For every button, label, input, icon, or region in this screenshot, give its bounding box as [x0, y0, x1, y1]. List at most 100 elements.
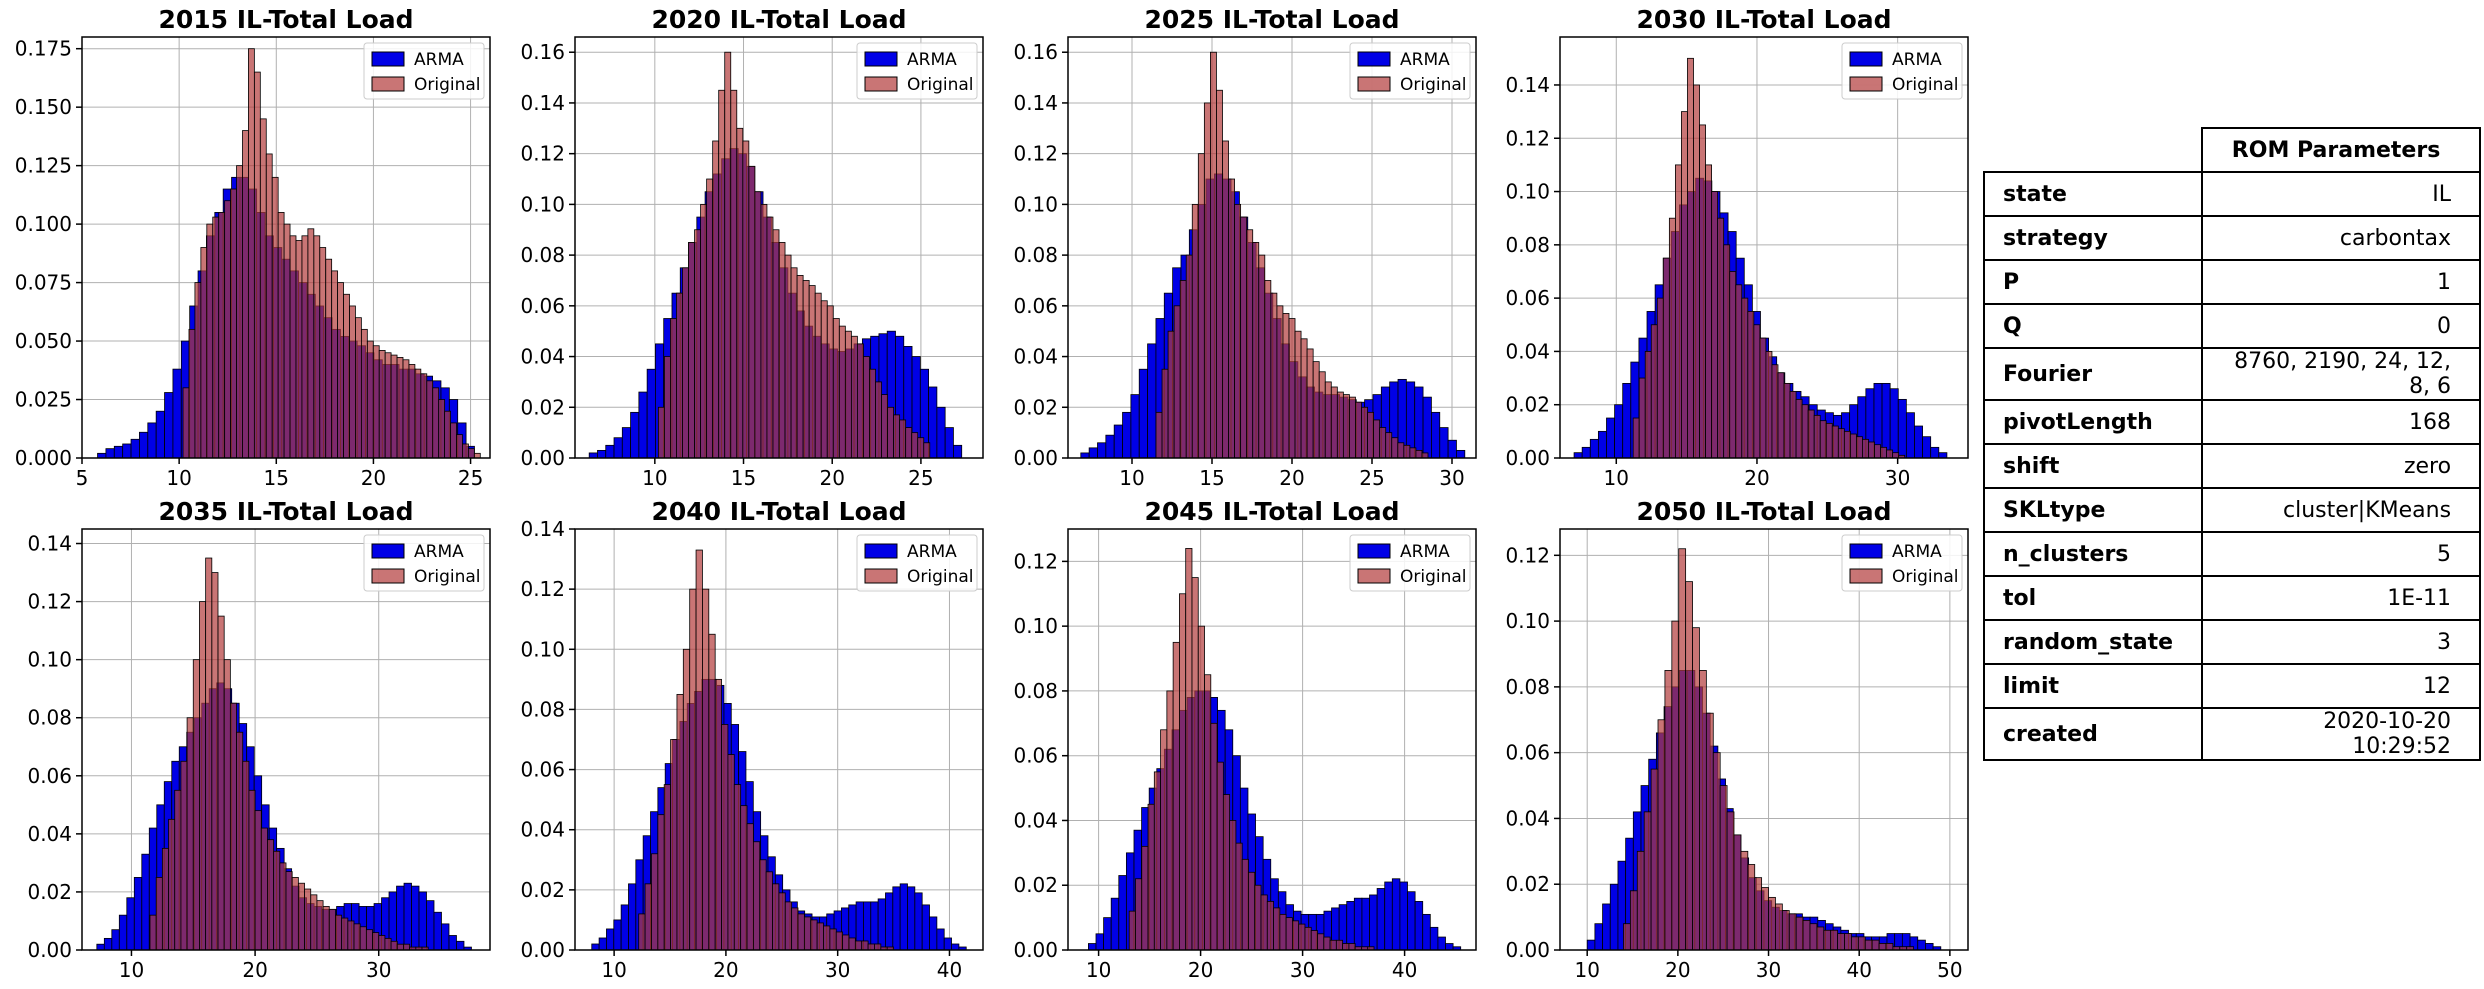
arma-bar [1422, 396, 1432, 459]
legend-label: ARMA [414, 50, 464, 70]
chart-title: 2040 IL-Total Load [651, 497, 906, 526]
original-bar [688, 242, 695, 459]
original-bar [1234, 203, 1242, 459]
param-key: strategy [1982, 215, 2204, 261]
x-tick-label: 10 [1119, 466, 1144, 490]
arma-bar [1391, 878, 1401, 951]
legend-swatch [1357, 568, 1391, 584]
original-bar [205, 557, 213, 951]
original-bar [1282, 313, 1290, 459]
arma-bar [1138, 368, 1148, 459]
original-bar [718, 89, 726, 459]
arma-bar [1088, 447, 1098, 459]
original-bar [1373, 419, 1381, 459]
table-row: pivotLength 168 [1982, 399, 2482, 445]
original-bar [1699, 124, 1706, 459]
original-bar [1681, 111, 1688, 459]
original-bar [1844, 933, 1852, 951]
y-tick-label: 0.04 [1505, 806, 1550, 830]
original-bar [844, 330, 852, 459]
x-tick-label: 10 [1086, 958, 1111, 982]
original-bar [1203, 102, 1211, 459]
original-bar [1726, 811, 1735, 951]
y-tick-label: 0.02 [1505, 393, 1550, 417]
param-value: 0 [2201, 303, 2482, 349]
original-bar [1802, 919, 1811, 951]
original-bar [1831, 425, 1839, 459]
original-bar [1421, 452, 1429, 459]
arma-bar [914, 892, 923, 951]
arma-bar [1922, 436, 1932, 459]
original-bar [248, 789, 256, 951]
original-bar [467, 448, 475, 459]
y-tick-label: 0.10 [1013, 192, 1058, 216]
original-bar [1857, 936, 1866, 951]
arma-bar [929, 916, 938, 951]
y-tick-label: 0.12 [1505, 126, 1550, 150]
original-bar [1329, 939, 1337, 951]
original-bar [313, 235, 321, 459]
original-bar [1229, 820, 1237, 951]
param-key: n_clusters [1982, 531, 2204, 577]
arma-bar [1431, 411, 1441, 459]
table-row: created 2020-10-20 10:29:52 [1982, 707, 2482, 761]
table-row: state IL [1982, 171, 2482, 217]
arma-bar [892, 886, 901, 951]
original-bar [408, 364, 416, 459]
original-bar [1729, 271, 1737, 459]
arma-bar [1938, 452, 1948, 459]
y-tick-label: 0.00 [1505, 446, 1550, 470]
arma-bar [1589, 438, 1599, 459]
arma-bar [1437, 936, 1446, 951]
original-bar [760, 203, 768, 459]
param-value: carbontax [2201, 215, 2482, 261]
table-corner [1984, 128, 2202, 172]
original-bar [644, 883, 652, 951]
original-bar [1222, 794, 1231, 951]
original-bar [638, 913, 646, 951]
original-bar [1270, 292, 1278, 459]
histogram-panel: 10 20 30 0.00 0.02 0.04 0.06 0.08 0.10 0.12 0.14 20… [27, 497, 491, 982]
original-bar [337, 282, 344, 459]
arma-bar [1889, 388, 1899, 459]
original-bar [733, 784, 742, 951]
chart-title: 2015 IL-Total Load [158, 5, 413, 34]
original-bar [1153, 771, 1161, 951]
original-bar [1235, 842, 1243, 951]
y-tick-label: 0.125 [15, 154, 72, 178]
original-bar [670, 318, 677, 459]
original-bar [1851, 936, 1859, 951]
legend-label: ARMA [1892, 50, 1942, 70]
original-bar [328, 908, 336, 951]
param-key: limit [1982, 663, 2204, 709]
original-bar [194, 282, 202, 459]
original-bar [1248, 871, 1256, 951]
x-tick-label: 20 [1744, 466, 1769, 490]
arma-bar [1445, 943, 1454, 951]
original-bar [1856, 436, 1863, 459]
original-bar [1747, 311, 1755, 459]
arma-bar [396, 885, 405, 951]
original-bar [784, 901, 793, 951]
legend-swatch [371, 76, 405, 92]
param-value: 5 [2201, 531, 2482, 577]
histogram-panel: 10 20 30 40 50 0.00 0.02 0.04 0.06 0.08 0.10 0.12 20… [1505, 497, 1969, 982]
arma-bar [1609, 883, 1619, 951]
param-value: zero [2201, 443, 2482, 489]
original-bar [1809, 923, 1818, 951]
original-bar [1643, 811, 1652, 951]
y-tick-label: 0.050 [15, 329, 72, 353]
x-tick-label: 30 [1439, 466, 1464, 490]
plot-frame [574, 36, 984, 459]
original-bar [1385, 432, 1393, 459]
arma-bar [118, 914, 128, 951]
original-bar [230, 188, 237, 459]
original-bar [331, 270, 339, 459]
original-bar [1788, 913, 1797, 951]
arma-bar [111, 929, 120, 951]
arma-bar [1088, 943, 1097, 951]
original-bar [182, 387, 190, 459]
original-bar [1349, 396, 1356, 459]
y-tick-label: 0.10 [1505, 609, 1550, 633]
param-value: 3 [2201, 619, 2482, 665]
